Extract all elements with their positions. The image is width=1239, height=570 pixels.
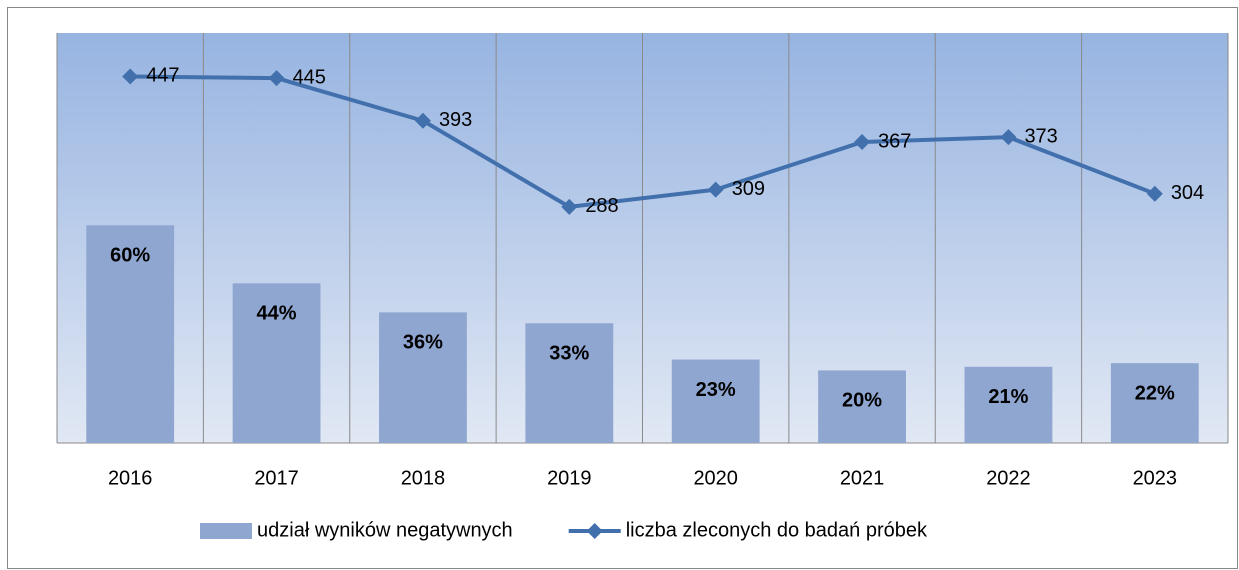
x-tick-label: 2021 xyxy=(840,467,885,489)
line-marker xyxy=(1146,185,1163,202)
bar-value-label: 23% xyxy=(696,379,736,401)
line-marker xyxy=(268,70,285,87)
bar xyxy=(671,359,760,443)
x-tick-label: 2023 xyxy=(1133,467,1178,489)
bar-value-label: 21% xyxy=(988,386,1028,408)
bar xyxy=(86,225,175,443)
bar-value-label: 33% xyxy=(549,343,589,365)
line xyxy=(130,74,1156,209)
legend-label: liczba zleconych do badań próbek xyxy=(626,519,928,541)
legend-swatch xyxy=(200,523,252,539)
x-tick-label: 2020 xyxy=(693,467,738,489)
x-tick-label: 2022 xyxy=(986,467,1031,489)
bar xyxy=(232,283,321,443)
line-value-label: 445 xyxy=(293,66,326,88)
line-marker xyxy=(122,68,139,85)
line-value-label: 288 xyxy=(585,195,618,217)
line-marker xyxy=(1000,129,1017,146)
bar-value-label: 60% xyxy=(110,245,150,267)
line-value-label: 367 xyxy=(878,130,911,152)
bar xyxy=(964,366,1053,443)
line-value-label: 447 xyxy=(146,65,179,87)
line-value-label: 309 xyxy=(732,178,765,200)
bar-value-label: 44% xyxy=(257,303,297,325)
bar xyxy=(1110,363,1199,443)
x-tick-label: 2018 xyxy=(401,467,446,489)
line-value-label: 393 xyxy=(439,109,472,131)
bar-value-label: 20% xyxy=(842,390,882,412)
line-marker xyxy=(707,181,724,198)
line-marker xyxy=(414,112,431,129)
legend-marker xyxy=(586,523,603,539)
bar xyxy=(525,323,614,443)
line-value-label: 373 xyxy=(1024,125,1057,147)
bar-value-label: 36% xyxy=(403,332,443,354)
line-value-label: 304 xyxy=(1171,182,1204,204)
bar-value-label: 22% xyxy=(1135,382,1175,404)
line-marker xyxy=(854,134,871,151)
x-tick-label: 2017 xyxy=(254,467,299,489)
bar xyxy=(379,312,467,443)
line-marker xyxy=(561,198,578,215)
bar xyxy=(818,370,906,443)
x-tick-label: 2016 xyxy=(108,467,153,489)
x-tick-label: 2019 xyxy=(547,467,592,489)
legend-label: udział wyników negatywnych xyxy=(257,519,513,541)
